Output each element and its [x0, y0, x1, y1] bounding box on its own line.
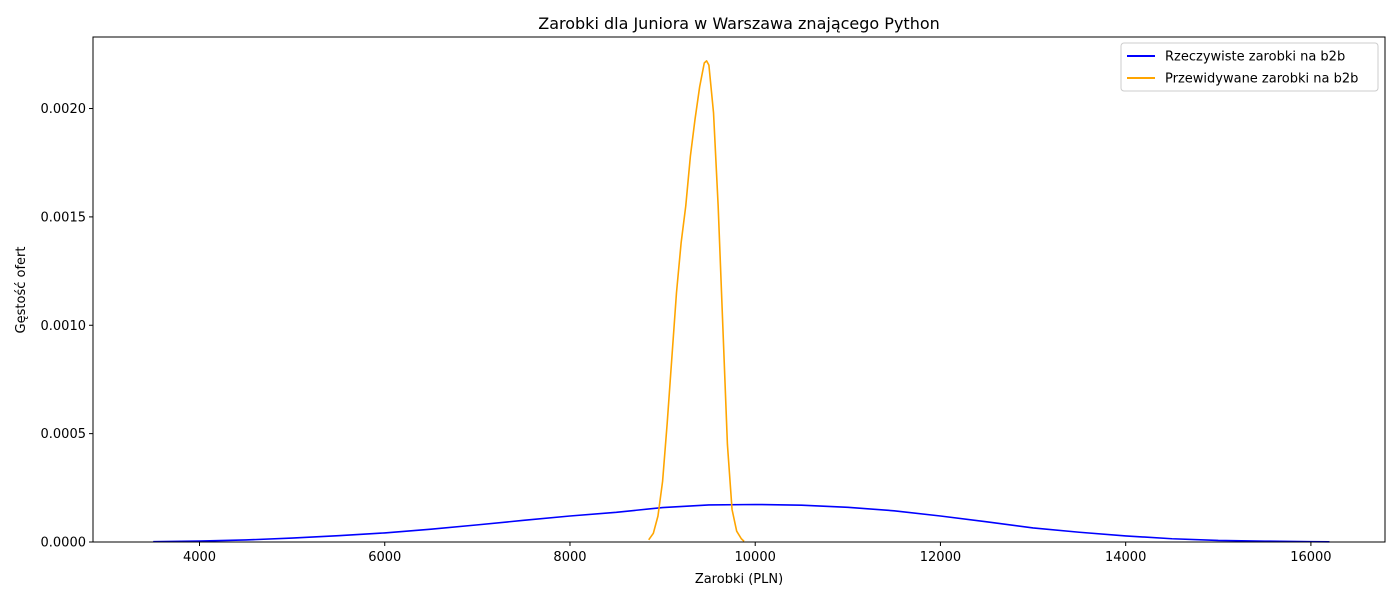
- y-tick-label: 0.0015: [41, 210, 87, 225]
- series-line-2: [648, 60, 745, 542]
- chart-title: Zarobki dla Juniora w Warszawa znającego…: [538, 14, 940, 33]
- legend-label-1: Rzeczywiste zarobki na b2b: [1165, 50, 1345, 65]
- y-axis-label: Gęstość ofert: [14, 247, 29, 334]
- legend: Rzeczywiste zarobki na b2b Przewidywane z…: [1120, 42, 1379, 92]
- x-tick-label: 10000: [735, 550, 776, 565]
- x-tick-label: 8000: [553, 550, 586, 565]
- plot-area: 4000 6000 8000 10000 12000 14000 16000 0.0000 0.…: [41, 36, 1386, 565]
- x-tick-label: 16000: [1290, 550, 1331, 565]
- x-tick-label: 14000: [1105, 550, 1146, 565]
- y-tick-label: 0.0020: [41, 102, 87, 117]
- x-axis-label: Zarobki (PLN): [695, 572, 783, 587]
- y-tick-label: 0.0010: [41, 319, 87, 334]
- x-tick-label: 12000: [920, 550, 961, 565]
- y-tick-label: 0.0005: [41, 427, 87, 442]
- series-line-1: [153, 503, 1330, 543]
- y-tick-label: 0.0000: [41, 536, 87, 551]
- legend-label-2: Przewidywane zarobki na b2b: [1165, 72, 1358, 87]
- plot-frame: [92, 36, 1386, 543]
- legend-box: [1120, 42, 1379, 92]
- x-tick-label: 4000: [183, 550, 216, 565]
- x-tick-label: 6000: [368, 550, 401, 565]
